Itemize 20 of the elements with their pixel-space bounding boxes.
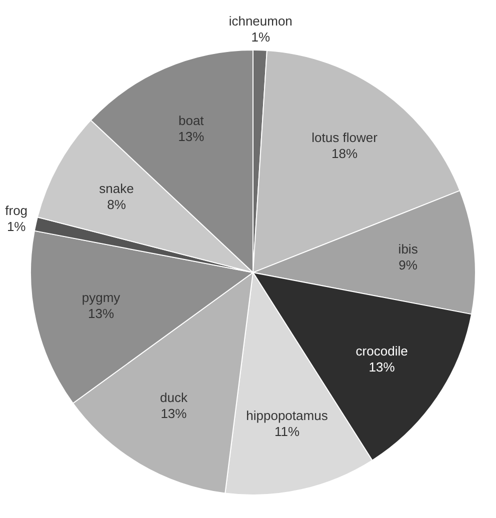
- slice-label: frog: [5, 203, 28, 218]
- slice-label: hippopotamus: [246, 408, 328, 424]
- data-label: 9%: [398, 257, 418, 272]
- data-label: 13%: [178, 129, 205, 144]
- slice-label: crocodile: [356, 344, 408, 359]
- data-label: 8%: [107, 197, 126, 212]
- data-label: 13%: [88, 306, 114, 322]
- data-label: 13%: [160, 406, 188, 422]
- data-label: 18%: [332, 146, 358, 162]
- slice-label: boat: [178, 113, 204, 128]
- slice-label: lotus flower: [312, 130, 378, 146]
- data-label: 13%: [368, 360, 396, 375]
- slice-label: duck: [160, 390, 188, 406]
- slice-label: ichneumon: [228, 14, 292, 29]
- data-label: 11%: [274, 424, 300, 440]
- data-label: 1%: [6, 219, 26, 234]
- slice-label: ibis: [398, 241, 418, 256]
- slice-label: snake: [99, 181, 134, 196]
- data-label: 1%: [251, 30, 270, 45]
- slice-label: pygmy: [82, 290, 121, 306]
